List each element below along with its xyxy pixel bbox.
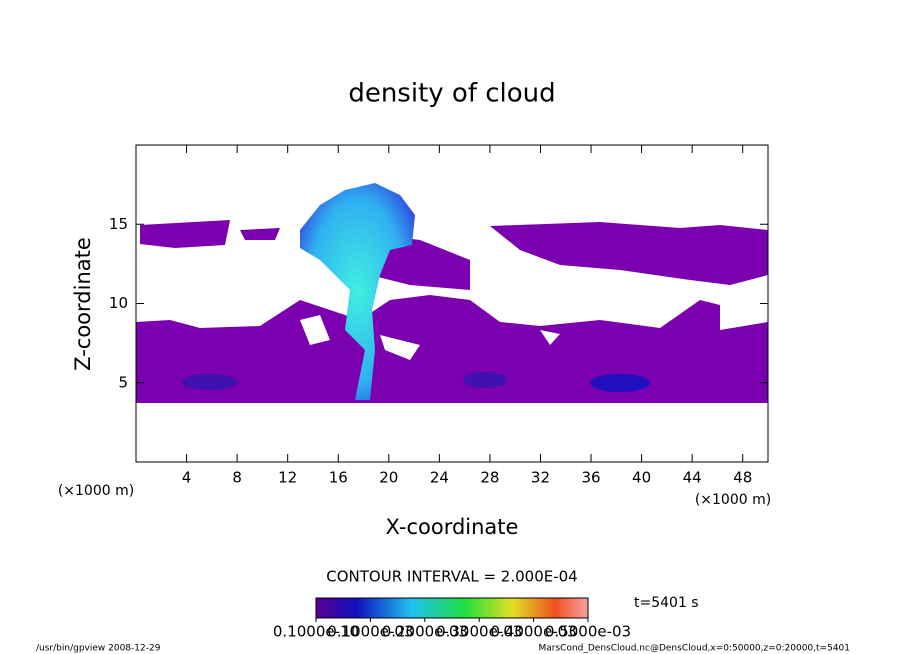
x-tick-label: 12: [278, 469, 297, 487]
x-tick-label: 20: [379, 469, 398, 487]
y-unit: (×1000 m): [58, 483, 134, 499]
x-tick-label: 4: [182, 469, 192, 487]
chart-title: density of cloud: [348, 79, 555, 109]
colorbar-tick-label: 0.3000e-03: [436, 623, 522, 641]
x-axis-label: X-coordinate: [386, 515, 519, 539]
colorbar-tick-label: 0.1000e-10: [273, 623, 359, 641]
colorbar: [315, 597, 589, 619]
x-tick-label: 36: [581, 469, 600, 487]
colorbar-tick-label: 0.4000e-03: [490, 623, 576, 641]
x-tick-label: 44: [683, 469, 702, 487]
y-tick-label: 10: [109, 294, 128, 312]
footer-left: /usr/bin/gpview 2008-12-29: [36, 644, 161, 654]
y-tick-label: 15: [109, 215, 128, 233]
contour-interval: CONTOUR INTERVAL = 2.000E-04: [326, 568, 577, 586]
footer-right: MarsCond_DensCloud.nc@DensCloud,x=0:5000…: [539, 644, 851, 654]
x-tick-label: 24: [430, 469, 449, 487]
y-tick-label: 5: [118, 373, 128, 391]
time-label: t=5401 s: [634, 595, 699, 611]
contour-field: [136, 183, 768, 403]
colorbar-tick-label: 0.2000e-03: [382, 623, 468, 641]
x-tick-label: 16: [329, 469, 348, 487]
y-axis-label: Z-coordinate: [71, 237, 95, 371]
x-tick-label: 32: [531, 469, 550, 487]
x-tick-label: 8: [232, 469, 242, 487]
x-tick-label: 28: [480, 469, 499, 487]
x-tick-label: 48: [733, 469, 752, 487]
colorbar-tick-label: 0.5000e-03: [545, 623, 631, 641]
x-tick-label: 40: [632, 469, 651, 487]
colorbar-tick-label: 0.1000e-03: [327, 623, 413, 641]
x-unit: (×1000 m): [695, 492, 771, 508]
